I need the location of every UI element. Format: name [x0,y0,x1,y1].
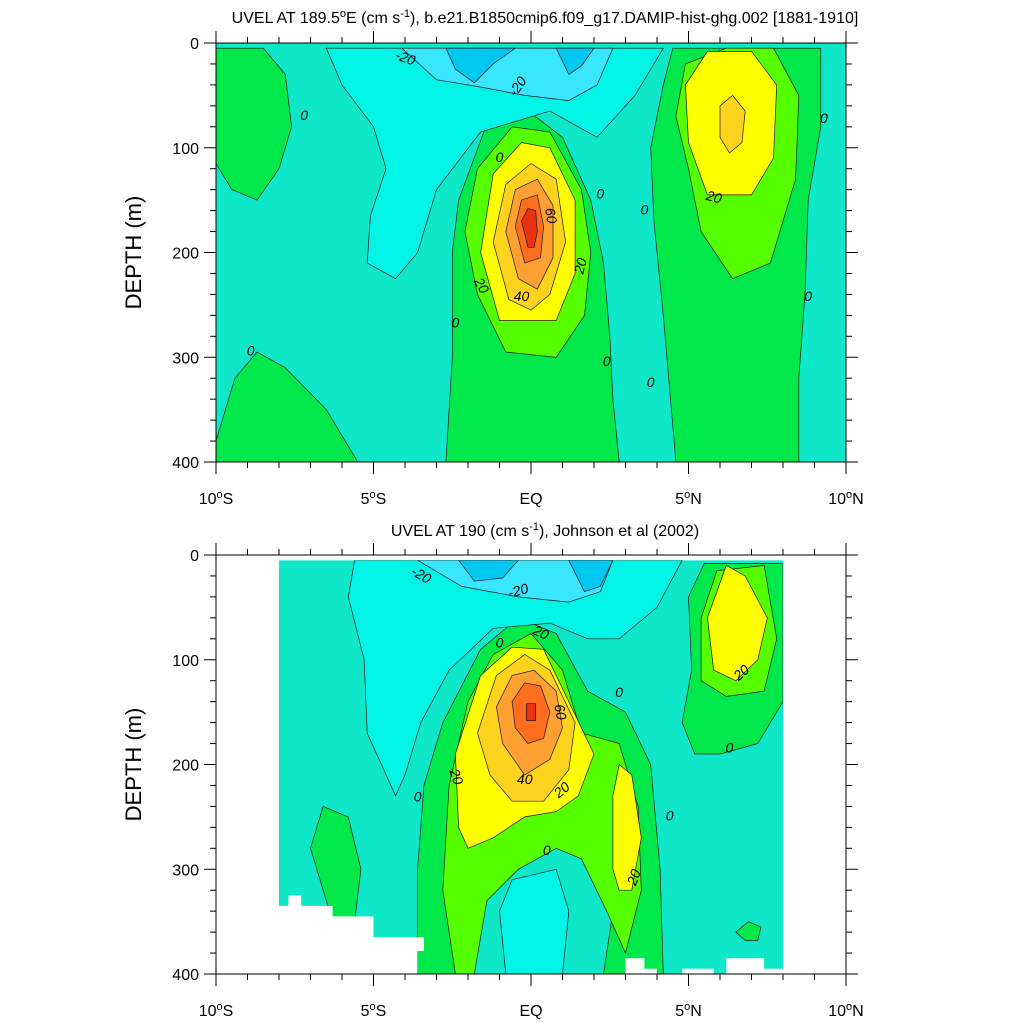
contour-region-lt_30 [612,764,642,891]
x-tick-label: 10oS [199,489,234,508]
x-tick-label: 5oN [675,1001,702,1020]
missing-data-mask [682,968,714,974]
contour-region-lt_m10 [499,868,570,974]
contour-label: 20 [703,187,723,207]
y-tick-label: 300 [172,862,199,879]
y-axis-label: DEPTH (m) [121,196,146,310]
hemisphere-suffix: S [223,1003,234,1020]
y-tick-label: 100 [172,653,199,670]
contour-label: 20 [623,867,644,888]
y-tick-label: 100 [172,141,199,158]
degree-sup: o [846,489,852,501]
title-superscript: -1 [400,8,410,20]
contour-label: 0 [496,635,504,651]
contour-label: -20 [393,47,418,69]
contour-label: 0 [804,288,812,304]
y-tick-label: 0 [190,36,199,53]
contour-label: 20 [446,766,467,787]
contour-label: 0 [603,353,611,369]
missing-data-mask [726,958,783,974]
missing-data-mask [625,958,657,974]
contour-panel-1: -20-200000000000602040202001002003004001… [121,8,864,508]
y-axis-label: DEPTH (m) [121,708,146,822]
contour-region-lt_m30 [445,47,516,84]
contour-label: 40 [517,771,533,787]
contour-region-lt_40 [719,95,746,154]
chart-title: UVEL AT 190 (cm s-1), Johnson et al (200… [391,521,699,540]
contour-label: 0 [820,110,828,126]
y-tick-label: 300 [172,350,199,367]
contour-region-lt_m10 [325,47,664,280]
contour-label: 20 [530,621,552,643]
degree-sup: o [217,1001,223,1013]
y-tick-label: 200 [172,758,199,775]
contour-label: 0 [726,739,734,755]
contour-label: 0 [666,808,674,824]
title-superscript: o [340,8,346,20]
contour-region-lt_10 [735,921,762,941]
contour-label: 60 [551,703,569,721]
hemisphere-suffix: S [223,491,234,508]
missing-data-mask [279,895,424,974]
contour-region-lt_m10 [347,560,683,797]
contour-label: 0 [300,107,308,123]
contour-region-lt_10 [216,47,292,201]
contour-label: 20 [470,274,492,297]
contour-label: 0 [641,201,649,217]
contour-label: 0 [247,343,255,359]
contour-region-lt_m30 [568,560,614,593]
hemisphere-suffix: S [376,1003,387,1020]
contour-label: -20 [506,580,530,601]
x-tick-label: 10oN [828,489,863,508]
contour-label: 0 [452,314,460,330]
contour-label: 40 [514,288,530,304]
title-text: E (cm s [346,10,400,27]
y-tick-label: 400 [172,967,199,984]
hemisphere-suffix: N [852,491,864,508]
degree-sup: o [217,489,223,501]
hemisphere-suffix: N [690,1003,702,1020]
title-text: ), b.e21.B1850cmip6.f09_g17.DAMIP-hist-g… [410,10,858,27]
contour-label: 0 [496,149,504,165]
degree-sup: o [684,489,690,501]
contour-region-lt_m30 [458,560,519,582]
contour-region-gt_60 [525,703,537,721]
chart-title: UVEL AT 189.5oE (cm s-1), b.e21.B1850cmi… [232,8,859,27]
y-tick-label: 200 [172,246,199,263]
x-tick-label: 5oS [361,489,387,508]
title-superscript: -1 [529,521,539,533]
contour-region-lt_10 [216,351,359,462]
contour-label: 0 [414,789,422,805]
degree-sup: o [684,1001,690,1013]
x-tick-label: 5oS [361,1001,387,1020]
x-tick-label: 10oN [828,1001,863,1020]
contour-label: 60 [542,207,560,225]
contour-region-gt_60 [521,208,538,248]
contour-label: 20 [570,256,590,276]
contour-label: 0 [543,842,551,858]
x-tick-label: EQ [519,1003,542,1020]
x-tick-label: EQ [519,491,542,508]
contour-label: 0 [615,684,623,700]
contour-region-lt_30 [707,565,768,682]
contour-label: 0 [647,374,655,390]
degree-sup: o [370,489,376,501]
y-tick-label: 0 [190,548,199,565]
x-tick-label: 5oN [675,489,702,508]
hemisphere-suffix: N [852,1003,864,1020]
hemisphere-suffix: N [690,491,702,508]
hemisphere-suffix: S [376,491,387,508]
degree-sup: o [370,1001,376,1013]
title-text: ), Johnson et al (2002) [539,523,699,540]
contour-label: 0 [596,186,604,202]
degree-sup: o [846,1001,852,1013]
x-tick-label: 10oS [199,1001,234,1020]
contour-region-lt_m30 [555,47,595,75]
y-tick-label: 400 [172,455,199,472]
